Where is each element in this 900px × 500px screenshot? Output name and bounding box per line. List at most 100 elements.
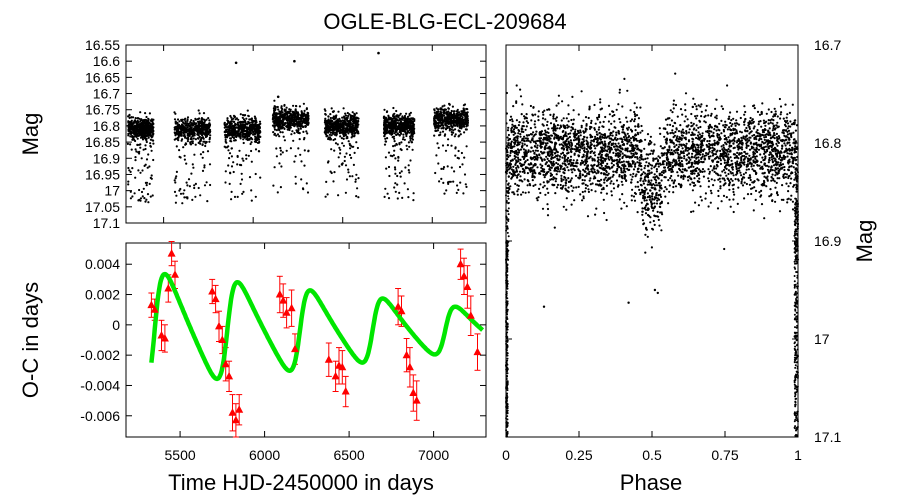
lightcurve-point bbox=[341, 162, 344, 165]
lightcurve-point bbox=[292, 113, 295, 116]
lightcurve-point bbox=[341, 127, 344, 131]
lightcurve-point bbox=[275, 155, 278, 158]
lightcurve-point bbox=[292, 111, 295, 114]
lightcurve-point bbox=[188, 130, 191, 133]
lightcurve-point bbox=[401, 196, 404, 199]
lightcurve-point bbox=[457, 149, 460, 153]
lightcurve-point bbox=[289, 108, 292, 111]
lightcurve-point bbox=[336, 121, 339, 124]
lightcurve-point bbox=[339, 135, 342, 138]
lightcurve-point bbox=[294, 119, 297, 122]
lightcurve-point bbox=[223, 122, 226, 125]
lightcurve-point bbox=[459, 133, 462, 136]
phased-point bbox=[671, 111, 674, 114]
lightcurve-point bbox=[346, 125, 350, 128]
lightcurve-point bbox=[462, 104, 465, 107]
lightcurve-point bbox=[441, 122, 444, 125]
phased-point bbox=[765, 112, 768, 115]
phased-point bbox=[562, 205, 565, 208]
oc-point-triangle bbox=[460, 271, 468, 280]
phased-point bbox=[644, 233, 647, 236]
phased-point bbox=[561, 162, 564, 165]
lightcurve-point bbox=[386, 120, 389, 123]
phased-point bbox=[635, 173, 638, 176]
lightcurve-point bbox=[326, 193, 329, 196]
lightcurve-point bbox=[357, 117, 360, 120]
lightcurve-point bbox=[383, 121, 386, 124]
lightcurve-point bbox=[353, 112, 356, 115]
lightcurve-point bbox=[447, 138, 450, 141]
lightcurve-point bbox=[239, 132, 242, 136]
lightcurve-point bbox=[189, 124, 192, 127]
phased-point bbox=[660, 229, 663, 232]
lightcurve-point bbox=[352, 163, 355, 166]
lightcurve-point bbox=[406, 188, 409, 191]
phased-point bbox=[645, 199, 648, 202]
phased-point bbox=[655, 184, 659, 187]
lightcurve-point bbox=[203, 164, 206, 167]
lightcurve-point bbox=[334, 142, 338, 145]
phased-point bbox=[519, 158, 522, 161]
lightcurve-point bbox=[140, 121, 143, 124]
lightcurve-point bbox=[199, 153, 202, 156]
lightcurve-point bbox=[190, 122, 193, 125]
lightcurve-point bbox=[306, 191, 310, 194]
phased-point bbox=[553, 145, 556, 148]
phased-point bbox=[612, 182, 615, 185]
phased-point bbox=[610, 122, 613, 125]
lightcurve-point bbox=[403, 128, 406, 131]
lightcurve-point bbox=[353, 151, 356, 154]
lightcurve-point bbox=[351, 175, 354, 178]
lightcurve-point bbox=[236, 134, 239, 137]
lightcurve-point bbox=[413, 118, 416, 121]
phased-point bbox=[636, 156, 639, 159]
phased-point bbox=[639, 179, 642, 182]
phased-point bbox=[743, 105, 746, 108]
phased-point bbox=[773, 114, 777, 117]
lightcurve-point bbox=[342, 122, 345, 125]
lightcurve-point bbox=[255, 140, 258, 144]
lightcurve-point bbox=[335, 119, 339, 122]
lightcurve-point bbox=[324, 195, 327, 198]
lightcurve-point bbox=[354, 123, 357, 126]
lightcurve-point bbox=[456, 184, 459, 187]
lightcurve-point bbox=[434, 114, 437, 117]
lightcurve-point bbox=[271, 114, 275, 117]
phased-point bbox=[570, 168, 573, 171]
lightcurve-point bbox=[178, 155, 181, 158]
lightcurve-point bbox=[241, 121, 244, 124]
lightcurve-point bbox=[192, 137, 195, 140]
lightcurve-point bbox=[244, 121, 247, 124]
phased-point bbox=[663, 190, 666, 193]
phased-point bbox=[715, 129, 718, 132]
lightcurve-point bbox=[184, 136, 187, 139]
lightcurve-point bbox=[454, 114, 457, 117]
lightcurve-point bbox=[300, 120, 303, 123]
phased-point bbox=[739, 116, 742, 120]
lightcurve-point bbox=[464, 117, 467, 120]
lightcurve-point bbox=[190, 119, 193, 122]
lightcurve-point bbox=[145, 158, 149, 161]
lightcurve-point bbox=[196, 133, 199, 136]
lightcurve-point bbox=[279, 153, 282, 156]
phased-point bbox=[762, 119, 766, 122]
lightcurve-point bbox=[276, 122, 279, 125]
lightcurve-point bbox=[395, 143, 398, 146]
lightcurve-point bbox=[202, 112, 206, 115]
lightcurve-point bbox=[150, 124, 153, 127]
phased-point bbox=[610, 138, 613, 141]
phased-point bbox=[779, 117, 782, 120]
lightcurve-outlier-point bbox=[377, 51, 380, 55]
phased-point bbox=[505, 91, 508, 95]
phased-point bbox=[650, 203, 653, 206]
lightcurve-point bbox=[144, 200, 147, 203]
lightcurve-point bbox=[329, 113, 332, 116]
phased-point bbox=[581, 190, 584, 194]
phased-point bbox=[786, 127, 789, 130]
lightcurve-point bbox=[249, 132, 252, 135]
phased-point bbox=[678, 140, 681, 143]
lightcurve-point bbox=[142, 187, 145, 190]
lightcurve-point bbox=[384, 137, 387, 140]
lightcurve-point bbox=[173, 111, 176, 114]
lightcurve-point bbox=[392, 121, 395, 124]
